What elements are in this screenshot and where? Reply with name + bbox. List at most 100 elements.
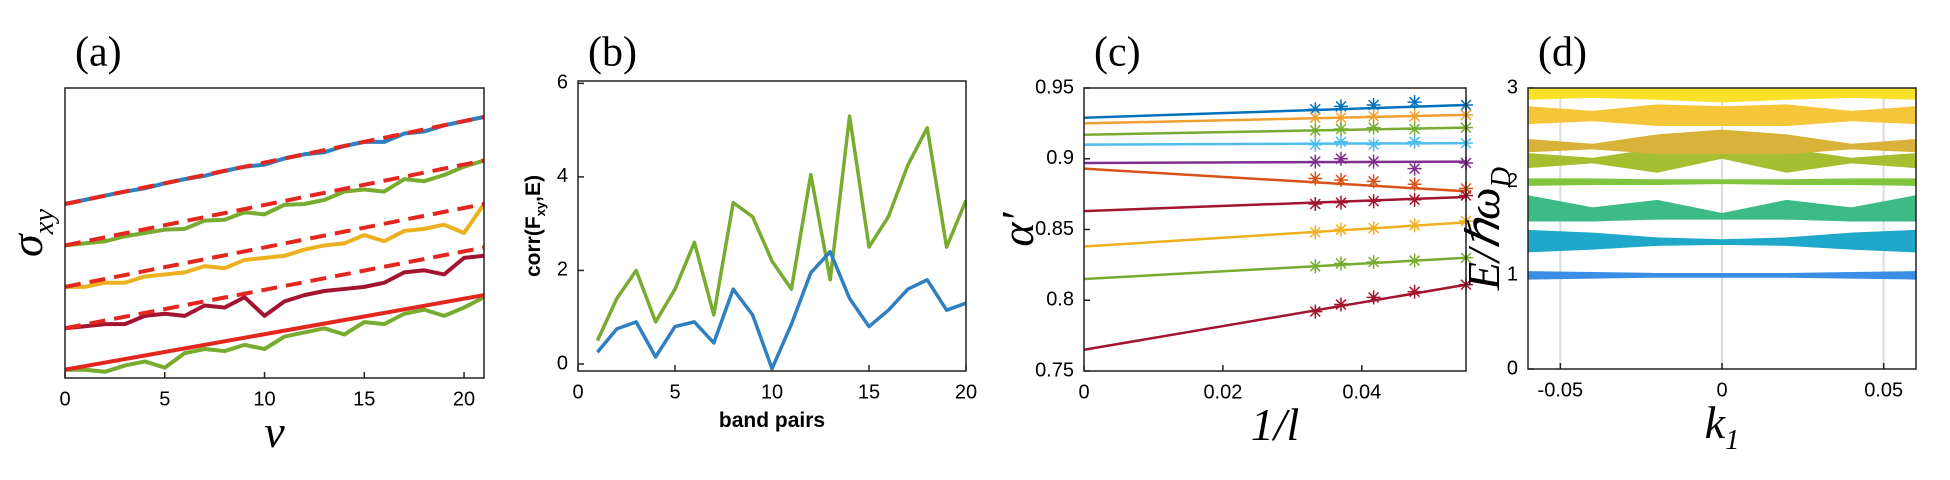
- marker: [1308, 197, 1323, 212]
- y-tick-label: 4: [557, 165, 568, 187]
- marker: [1407, 161, 1422, 176]
- series-line: [1084, 160, 1466, 165]
- series-line: [1084, 126, 1466, 136]
- marker: [1366, 194, 1381, 209]
- axes-box: [1527, 87, 1917, 370]
- panel-label: (d): [1538, 30, 1587, 76]
- y-axis-label: α′: [992, 211, 1043, 246]
- panel: (d) -0.05 0 0.05 0 1 2 3: [1507, 30, 1917, 401]
- label-part: ,E): [522, 175, 545, 202]
- band: [1528, 88, 1916, 103]
- x-axis-label: ν: [264, 406, 285, 457]
- x-tick-label: 20: [453, 388, 475, 410]
- x-tick-label: 5: [669, 381, 680, 403]
- marker: [1407, 109, 1422, 124]
- marker: [1366, 137, 1381, 152]
- series-line: [65, 158, 484, 248]
- series-line: [65, 158, 484, 248]
- series-line: [65, 202, 484, 289]
- label-part: σ: [1, 232, 52, 257]
- y-tick-label: 3: [1507, 76, 1518, 98]
- series-line: [1084, 113, 1466, 125]
- series-line: [65, 115, 484, 206]
- marker: [1308, 171, 1323, 186]
- label-part: band pairs: [719, 409, 825, 432]
- x-tick-label: -0.05: [1538, 379, 1584, 401]
- x-tick-label: 0: [572, 381, 583, 403]
- y-tick-label: 1: [1507, 264, 1518, 286]
- marker: [1407, 218, 1422, 233]
- label-part: D: [1486, 167, 1517, 189]
- x-tick-label: 15: [353, 388, 375, 410]
- marker: [1333, 99, 1348, 114]
- x-tick-label: 0.02: [1203, 381, 1242, 403]
- series-line: [1084, 283, 1466, 352]
- label-part: corr(F: [522, 216, 545, 277]
- marker: [1308, 123, 1323, 138]
- marker: [1366, 174, 1381, 189]
- series-line: [1084, 141, 1466, 146]
- series-line: [65, 295, 484, 374]
- band: [1528, 271, 1916, 280]
- label-part: xy: [533, 201, 548, 216]
- y-axis-label: σxy: [1, 209, 60, 257]
- x-tick-label: 10: [761, 381, 783, 403]
- marker: [1366, 109, 1381, 124]
- marker: [1308, 304, 1323, 319]
- x-axis-label: k1: [1705, 397, 1740, 456]
- panel: (c) 0 0.02 0.04 0.75 0.8 0.85 0.9 0.95: [1035, 30, 1473, 403]
- label-part: xy: [29, 209, 60, 236]
- band: [1528, 178, 1916, 186]
- y-tick-label: 0.95: [1035, 76, 1074, 98]
- marker: [1333, 151, 1348, 166]
- marker: [1333, 195, 1348, 210]
- marker: [1366, 255, 1381, 270]
- series-line: [1084, 256, 1466, 281]
- x-tick-label: 0: [1716, 379, 1727, 401]
- series-line: [1084, 103, 1466, 119]
- series-line: [65, 253, 484, 331]
- y-tick-label: 2: [557, 259, 568, 281]
- marker: [1407, 253, 1422, 268]
- panel: (a) 0 5 10 15 20: [59, 30, 485, 410]
- marker: [1308, 225, 1323, 240]
- series-line: [65, 245, 484, 331]
- series-line: [1084, 221, 1466, 248]
- label-part: ν: [264, 406, 285, 457]
- marker: [1366, 97, 1381, 112]
- y-tick-label: 0.9: [1046, 147, 1074, 169]
- y-tick-label: 0: [557, 352, 568, 374]
- marker: [1333, 110, 1348, 125]
- panel-label: (b): [588, 30, 637, 76]
- plot: [595, 114, 966, 371]
- marker: [1308, 259, 1323, 274]
- marker: [1333, 222, 1348, 237]
- marker: [1333, 122, 1348, 137]
- plot: [65, 115, 484, 374]
- series-line: [1084, 195, 1466, 213]
- y-tick-label: 0.8: [1046, 289, 1074, 311]
- plot-area: [578, 81, 966, 371]
- marker: [1407, 192, 1422, 207]
- marker: [1333, 256, 1348, 271]
- label-part: k: [1705, 397, 1727, 448]
- y-tick-label: 0.85: [1035, 218, 1074, 240]
- x-tick-label: 15: [858, 381, 880, 403]
- marker: [1366, 154, 1381, 169]
- marker: [1308, 154, 1323, 169]
- x-tick-label: 0.04: [1342, 381, 1381, 403]
- marker: [1333, 172, 1348, 187]
- axes-box: [1083, 87, 1467, 372]
- panel-label: (a): [75, 30, 122, 76]
- axes-box: [577, 80, 967, 372]
- marker: [1308, 137, 1323, 152]
- x-tick-label: 0.05: [1864, 379, 1903, 401]
- marker: [1366, 120, 1381, 135]
- series-line: [596, 249, 966, 371]
- marker: [1333, 297, 1348, 312]
- marker: [1366, 290, 1381, 305]
- marker: [1366, 221, 1381, 236]
- x-tick-label: 0: [1078, 381, 1089, 403]
- x-tick-label: 5: [159, 388, 170, 410]
